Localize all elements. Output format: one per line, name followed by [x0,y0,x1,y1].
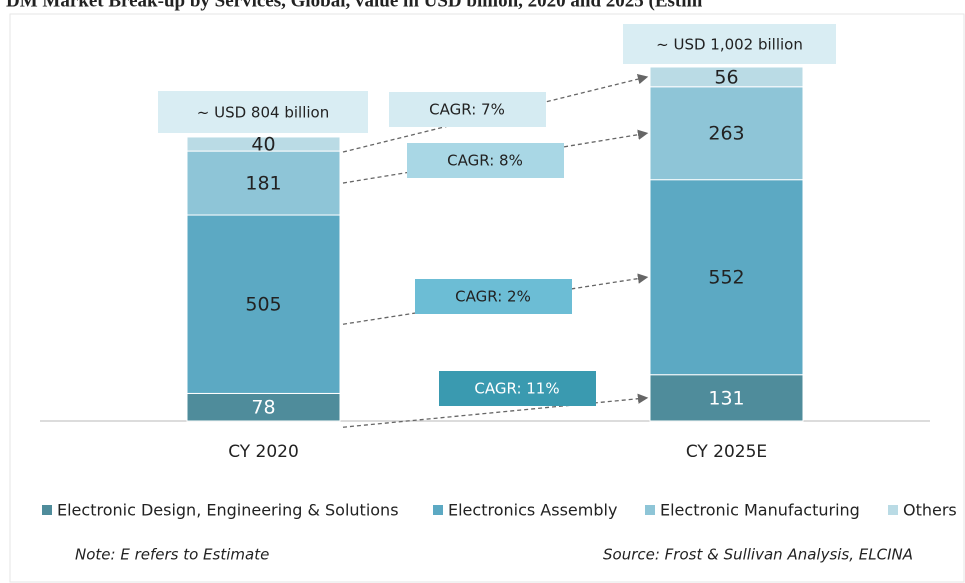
data-label: 505 [245,294,281,316]
total-label: ~ USD 804 billion [197,104,329,122]
bar-segment [186,392,341,422]
data-label: 263 [708,123,744,145]
legend-swatch [433,505,443,515]
bar-segment [186,214,341,394]
x-tick-label: CY 2025E [686,442,767,462]
bar-segment [186,150,341,216]
data-label: 131 [708,387,744,409]
cagr-label: CAGR: 11% [474,380,559,398]
chart-title: DM Market Break-up by Services, Global, … [6,0,703,11]
legend-label: Electronics Assembly [448,501,617,520]
cagr-arrow [342,273,649,325]
cagr-arrow [342,393,649,428]
total-box [158,91,368,133]
legend-label: Others [903,501,957,520]
x-tick-label: CY 2020 [228,442,299,462]
note: Note: E refers to Estimate [75,546,269,564]
legend-swatch [645,505,655,515]
cagr-box [389,92,546,127]
bar-segment [649,374,804,422]
bar-segment [649,86,804,181]
total-box [623,24,836,64]
data-label: 552 [708,267,744,289]
data-label: 40 [251,134,275,156]
bar-segment [649,66,804,88]
legend-label: Electronic Design, Engineering & Solutio… [57,501,399,520]
cagr-box [407,143,564,178]
cagr-label: CAGR: 8% [447,152,523,170]
total-label: ~ USD 1,002 billion [656,36,803,54]
bar-segment [186,136,341,152]
legend-swatch [888,505,898,515]
cagr-label: CAGR: 7% [429,101,505,119]
data-label: 78 [251,397,275,419]
bar-segment [649,179,804,376]
source: Source: Frost & Sullivan Analysis, ELCIN… [603,546,913,564]
cagr-box [439,371,596,406]
data-label: 56 [714,66,738,88]
legend-swatch [42,505,52,515]
cagr-label: CAGR: 2% [455,288,531,306]
chart-frame [9,13,965,583]
data-label: 181 [245,173,281,195]
legend-label: Electronic Manufacturing [660,501,860,520]
cagr-box [415,279,572,314]
